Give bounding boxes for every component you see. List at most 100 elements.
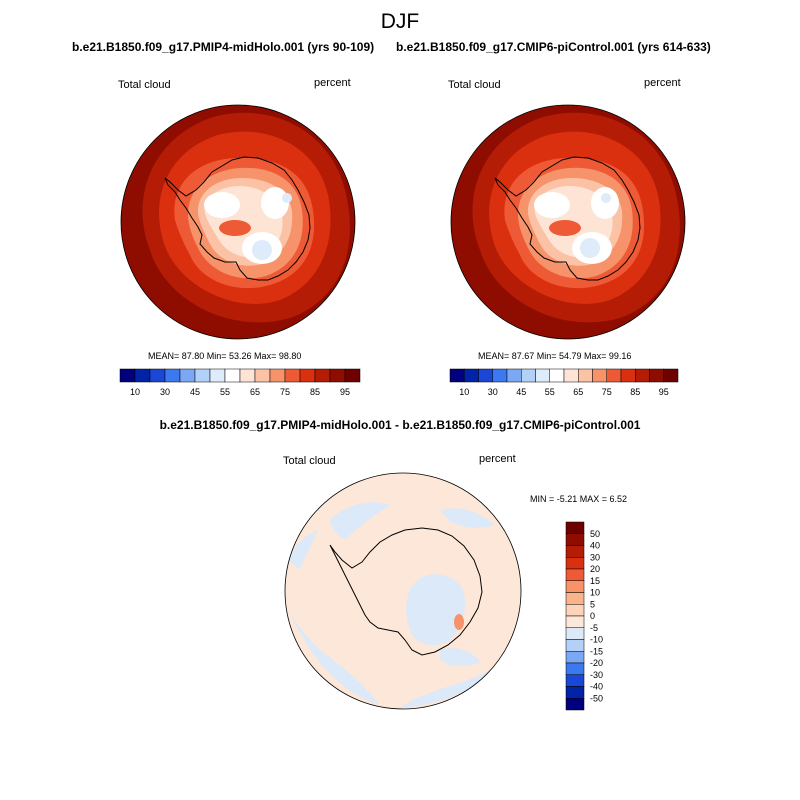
colorbar-swatch (663, 368, 679, 383)
map-land-core (534, 192, 570, 218)
colorbar-swatch (506, 368, 522, 383)
colorbar-swatch (606, 368, 622, 383)
coastline (329, 527, 483, 656)
colorbar-tick-label: 10 (590, 588, 600, 598)
colorbar-swatch (565, 557, 585, 570)
colorbar-swatch (239, 368, 256, 383)
colorbar-swatch (269, 368, 286, 383)
colorbar-tick-label: 45 (516, 387, 526, 397)
colorbar-swatch (209, 368, 226, 383)
colorbar-swatch (344, 368, 361, 383)
map-land-inner-band (549, 220, 581, 236)
colorbar-tick-label: 85 (310, 387, 320, 397)
colorbar-tick-label: 55 (545, 387, 555, 397)
left-polar-map (121, 105, 355, 339)
map-negative-area (406, 574, 466, 646)
colorbar-swatch (535, 368, 550, 383)
colorbar-swatch (314, 368, 331, 383)
difference-map-border (284, 472, 522, 710)
colorbar-tick-label: -40 (590, 682, 603, 692)
colorbar-tick-label: 95 (659, 387, 669, 397)
colorbar-swatch (134, 368, 151, 383)
map-land-minimum (252, 240, 272, 260)
map-negative-area (288, 530, 318, 570)
map-land-core (261, 187, 289, 219)
figure-title: DJF (380, 10, 420, 33)
right-stats: MEAN= 87.67 Min= 54.79 Max= 99.16 (478, 351, 632, 361)
colorbar-swatch (164, 368, 181, 383)
colorbar-tick-label: 10 (130, 387, 140, 397)
colorbar-tick-label: 75 (280, 387, 290, 397)
colorbar-tick-label: 0 (590, 611, 595, 621)
right-map-border (450, 104, 686, 340)
difference-polar-map (285, 473, 521, 709)
coastline (164, 156, 311, 281)
colorbar-swatch (449, 368, 465, 383)
colorbar-swatch (578, 368, 593, 383)
coastline (494, 156, 641, 281)
colorbar-tick-label: -20 (590, 658, 603, 668)
colorbar-swatch (464, 368, 479, 383)
difference-units-label: percent (479, 453, 516, 465)
map-land-minimum (282, 193, 292, 203)
colorbar-tick-label: -30 (590, 670, 603, 680)
left-colorbar: 10 30 45 55 65 75 85 95 (119, 368, 361, 397)
colorbar-swatch (565, 580, 585, 593)
colorbar-tick-label: 15 (590, 576, 600, 586)
colorbar-swatch (284, 368, 301, 383)
colorbar-swatch (521, 368, 536, 383)
map-negative-area (285, 600, 380, 705)
colorbar-swatch (478, 368, 493, 383)
colorbar-tick-label: 30 (160, 387, 170, 397)
colorbar-swatch (592, 368, 607, 383)
colorbar-tick-label: 95 (340, 387, 350, 397)
colorbar-tick-label: 40 (590, 541, 600, 551)
colorbar-swatch (565, 674, 585, 687)
colorbar-swatch (224, 368, 241, 383)
colorbar-swatch (565, 521, 585, 534)
colorbar-swatch (194, 368, 211, 383)
colorbar-swatch (565, 662, 585, 675)
left-units-label: percent (314, 77, 351, 89)
colorbar-swatch (565, 545, 585, 558)
colorbar-swatch (565, 604, 585, 617)
map-land-minimum (601, 193, 611, 203)
colorbar-tick-label: -10 (590, 635, 603, 645)
colorbar-swatch (565, 568, 585, 581)
colorbar-tick-label: 30 (590, 552, 600, 562)
colorbar-tick-label: 20 (590, 564, 600, 574)
right-polar-map (451, 105, 685, 339)
map-negative-area (440, 648, 480, 667)
right-units-label: percent (644, 77, 681, 89)
right-panel-title: b.e21.B1850.f09_g17.CMIP6-piControl.001 … (396, 40, 711, 54)
map-land-minimum (580, 238, 600, 258)
left-panel-title: b.e21.B1850.f09_g17.PMIP4-midHolo.001 (y… (72, 40, 375, 54)
colorbar-swatch (254, 368, 271, 383)
map-negative-area (400, 660, 505, 708)
colorbar-tick-label: 65 (573, 387, 583, 397)
colorbar-swatch (565, 592, 585, 605)
colorbar-tick-label: -50 (590, 693, 603, 703)
colorbar-swatch (565, 698, 585, 711)
colorbar-swatch (565, 686, 585, 699)
colorbar-swatch (565, 651, 585, 664)
map-land-core (204, 192, 240, 218)
colorbar-swatch (329, 368, 346, 383)
colorbar-swatch (565, 533, 585, 546)
colorbar-swatch (179, 368, 196, 383)
left-map-border (120, 104, 356, 340)
colorbar-tick-label: 45 (190, 387, 200, 397)
difference-stats: MIN = -5.21 MAX = 6.52 (530, 494, 628, 504)
colorbar-tick-label: -5 (590, 623, 598, 633)
colorbar-swatch (299, 368, 316, 383)
map-difference-peak (454, 614, 464, 630)
colorbar-tick-label: 85 (630, 387, 640, 397)
map-land-inner-band (219, 220, 251, 236)
colorbar-swatch (119, 368, 136, 383)
colorbar-swatch (549, 368, 565, 383)
colorbar-tick-label: 10 (459, 387, 469, 397)
colorbar-tick-label: 75 (602, 387, 612, 397)
difference-title: b.e21.B1850.f09_g17.PMIP4-midHolo.001 - … (159, 418, 641, 432)
colorbar-swatch (649, 368, 664, 383)
